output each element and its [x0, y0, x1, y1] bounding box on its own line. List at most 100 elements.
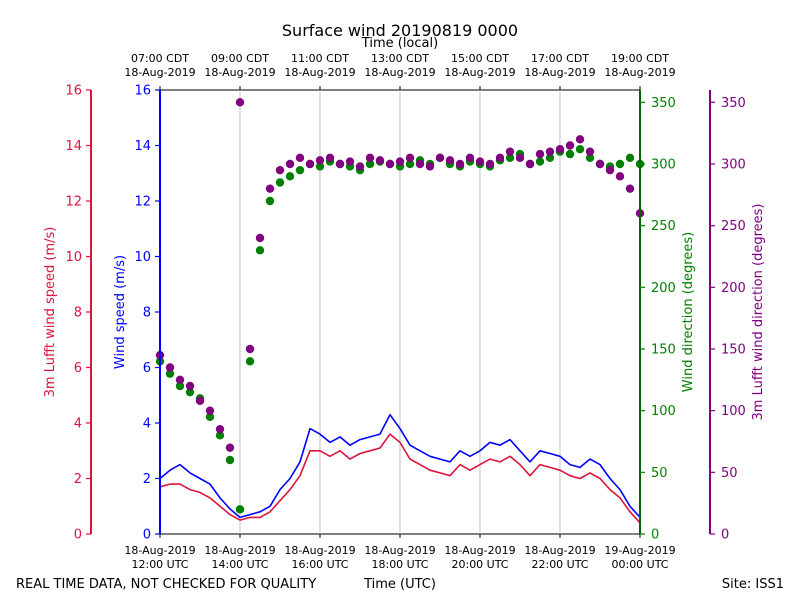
lufft-direction-point: [546, 147, 554, 155]
lufft-direction-tick-label: 200: [721, 281, 746, 296]
wind-direction-point: [576, 145, 584, 153]
lufft-direction-tick-label: 300: [721, 158, 746, 173]
lufft-direction-point: [376, 156, 384, 164]
lufft-speed-tick-label: 0: [74, 528, 82, 543]
lufft-speed-tick-label: 14: [65, 139, 82, 154]
wind-direction-tick-label: 50: [651, 466, 668, 481]
lufft-direction-tick-label: 100: [721, 404, 746, 419]
wind-direction-point: [616, 160, 624, 168]
wind-direction-tick-label: 350: [651, 96, 676, 111]
lufft-direction-point: [416, 160, 424, 168]
bottom-tick-time: 20:00 UTC: [451, 558, 508, 571]
lufft-direction-point: [366, 154, 374, 162]
wind-direction-point: [276, 178, 284, 186]
lufft-direction-point: [396, 157, 404, 165]
wind-direction-tick-label: 0: [651, 528, 659, 543]
lufft-direction-point: [276, 166, 284, 174]
bottom-tick-date: 18-Aug-2019: [204, 544, 275, 557]
top-tick-date: 18-Aug-2019: [524, 66, 595, 79]
top-tick-date: 18-Aug-2019: [364, 66, 435, 79]
lufft-direction-tick-label: 50: [721, 466, 738, 481]
wind-direction-tick-label: 200: [651, 281, 676, 296]
wind-speed-tick-label: 12: [134, 195, 151, 210]
bottom-tick-time: 16:00 UTC: [291, 558, 348, 571]
top-tick-time: 17:00 CDT: [531, 52, 589, 65]
wind-direction-tick-label: 250: [651, 219, 676, 234]
lufft-direction-point: [626, 184, 634, 192]
lufft-direction-point: [556, 145, 564, 153]
lufft-direction-point: [436, 154, 444, 162]
lufft-direction-tick-label: 350: [721, 96, 746, 111]
wind-direction-point: [236, 505, 244, 513]
bottom-tick-date: 18-Aug-2019: [364, 544, 435, 557]
lufft-direction-point: [206, 406, 214, 414]
lufft-speed-tick-label: 8: [74, 306, 82, 321]
bottom-tick-date: 18-Aug-2019: [524, 544, 595, 557]
wind-direction-axis-label: Wind direction (degrees): [681, 232, 696, 392]
bottom-tick-time: 14:00 UTC: [211, 558, 268, 571]
lufft-direction-point: [306, 160, 314, 168]
surface-wind-chart: 18-Aug-201912:00 UTC18-Aug-201914:00 UTC…: [0, 0, 800, 600]
lufft-direction-point: [346, 157, 354, 165]
lufft-direction-point: [256, 234, 264, 242]
wind-direction-point: [226, 456, 234, 464]
top-tick-time: 13:00 CDT: [371, 52, 429, 65]
wind-direction-point: [296, 166, 304, 174]
lufft-direction-point: [336, 160, 344, 168]
bottom-tick-time: 18:00 UTC: [371, 558, 428, 571]
site-label: Site: ISS1: [722, 577, 784, 592]
lufft-direction-point: [616, 172, 624, 180]
bottom-tick-time: 22:00 UTC: [531, 558, 588, 571]
x-axis-label: Time (UTC): [363, 577, 436, 592]
lufft-speed-tick-label: 16: [65, 84, 82, 99]
wind-speed-tick-label: 10: [134, 250, 151, 265]
bottom-tick-date: 18-Aug-2019: [284, 544, 355, 557]
lufft-direction-point: [286, 160, 294, 168]
lufft-direction-point: [356, 162, 364, 170]
lufft-direction-point: [166, 363, 174, 371]
top-tick-time: 11:00 CDT: [291, 52, 349, 65]
wind-direction-tick-label: 100: [651, 404, 676, 419]
wind-speed-tick-label: 16: [134, 84, 151, 99]
wind-speed-tick-label: 6: [143, 361, 151, 376]
wind-speed-axis-label: Wind speed (m/s): [113, 255, 128, 369]
lufft-direction-point: [526, 160, 534, 168]
top-axis-label: Time (local): [361, 36, 438, 51]
top-tick-date: 18-Aug-2019: [204, 66, 275, 79]
quality-disclaimer: REAL TIME DATA, NOT CHECKED FOR QUALITY: [16, 577, 316, 592]
bottom-tick-time: 12:00 UTC: [131, 558, 188, 571]
wind-direction-point: [286, 172, 294, 180]
lufft-direction-point: [536, 150, 544, 158]
lufft-direction-point: [456, 160, 464, 168]
wind-direction-point: [566, 150, 574, 158]
top-tick-time: 09:00 CDT: [211, 52, 269, 65]
lufft-speed-tick-label: 10: [65, 250, 82, 265]
bottom-tick-date: 18-Aug-2019: [444, 544, 515, 557]
lufft-direction-tick-label: 150: [721, 343, 746, 358]
lufft-direction-point: [226, 443, 234, 451]
lufft-direction-tick-label: 0: [721, 528, 729, 543]
lufft-direction-point: [236, 98, 244, 106]
lufft-speed-tick-label: 6: [74, 361, 82, 376]
lufft-direction-point: [566, 141, 574, 149]
lufft-direction-point: [316, 156, 324, 164]
lufft-direction-tick-label: 250: [721, 219, 746, 234]
top-tick-date: 18-Aug-2019: [284, 66, 355, 79]
lufft-direction-point: [296, 154, 304, 162]
lufft-direction-axis-label: 3m Lufft wind direction (degrees): [751, 204, 766, 421]
lufft-speed-tick-label: 4: [74, 417, 82, 432]
lufft-direction-point: [246, 345, 254, 353]
wind-speed-tick-label: 14: [134, 139, 151, 154]
wind-direction-point: [536, 157, 544, 165]
wind-direction-point: [256, 246, 264, 254]
top-tick-time: 15:00 CDT: [451, 52, 509, 65]
lufft-direction-point: [486, 160, 494, 168]
bottom-tick-time: 00:00 UTC: [611, 558, 668, 571]
wind-speed-tick-label: 2: [143, 472, 151, 487]
wind-speed-tick-label: 4: [143, 417, 151, 432]
wind-direction-point: [626, 154, 634, 162]
wind-direction-point: [246, 357, 254, 365]
lufft-direction-point: [406, 154, 414, 162]
bottom-tick-date: 18-Aug-2019: [124, 544, 195, 557]
lufft-direction-point: [476, 157, 484, 165]
